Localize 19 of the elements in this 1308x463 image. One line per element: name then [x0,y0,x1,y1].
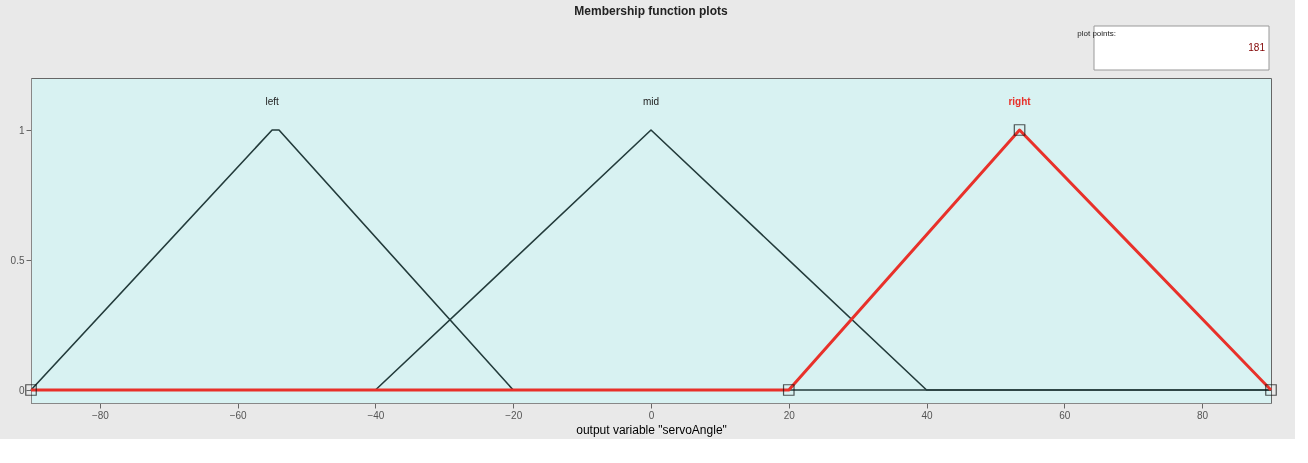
x-tick-label: 80 [1197,409,1209,421]
y-tick-label: 1 [18,124,25,136]
text: mid [642,96,660,107]
series-label: right [1008,96,1032,107]
x-tick-label: −80 [91,409,110,421]
text: left [265,96,279,107]
chart-title: Membership function plots [574,3,728,18]
x-axis-title: output variable "servoAngle" [576,422,727,437]
x-tick-label: 0 [648,409,655,421]
y-tick-label: 0 [18,384,25,396]
x-tick-label: −60 [229,409,248,421]
x-tick-label: 40 [921,409,934,421]
text: 181 [1248,42,1266,53]
x-tick-label: −20 [505,409,523,421]
x-tick-label: 60 [1059,409,1071,421]
y-tick-label: 0.5 [10,254,25,266]
x-tick-label: −40 [367,409,385,421]
text: plot points: [1077,29,1116,38]
x-tick-label: 20 [783,409,796,421]
